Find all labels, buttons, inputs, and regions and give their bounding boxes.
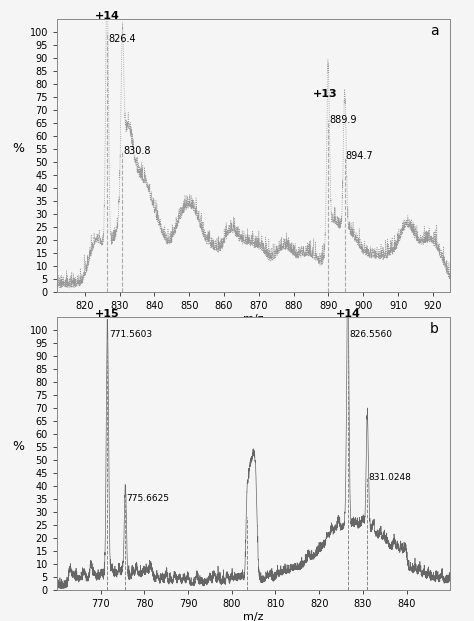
Text: 775.6625: 775.6625 xyxy=(127,494,169,502)
Y-axis label: %: % xyxy=(12,440,24,453)
X-axis label: m/z: m/z xyxy=(243,612,264,621)
Text: 889.9: 889.9 xyxy=(329,115,356,125)
X-axis label: m/z: m/z xyxy=(243,314,264,324)
Text: +13: +13 xyxy=(313,89,337,99)
Text: 831.0248: 831.0248 xyxy=(369,473,411,482)
Text: +15: +15 xyxy=(95,309,120,319)
Text: 894.7: 894.7 xyxy=(346,152,374,161)
Text: +14: +14 xyxy=(336,309,360,319)
Text: 826.5560: 826.5560 xyxy=(350,330,393,338)
Text: 826.4: 826.4 xyxy=(109,34,137,44)
Text: b: b xyxy=(429,322,438,336)
Y-axis label: %: % xyxy=(12,142,24,155)
Text: +14: +14 xyxy=(95,11,119,21)
Text: 771.5603: 771.5603 xyxy=(109,330,153,338)
Text: a: a xyxy=(430,24,438,38)
Text: 830.8: 830.8 xyxy=(123,146,151,156)
